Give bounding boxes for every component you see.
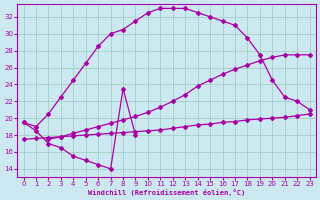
X-axis label: Windchill (Refroidissement éolien,°C): Windchill (Refroidissement éolien,°C): [88, 189, 245, 196]
